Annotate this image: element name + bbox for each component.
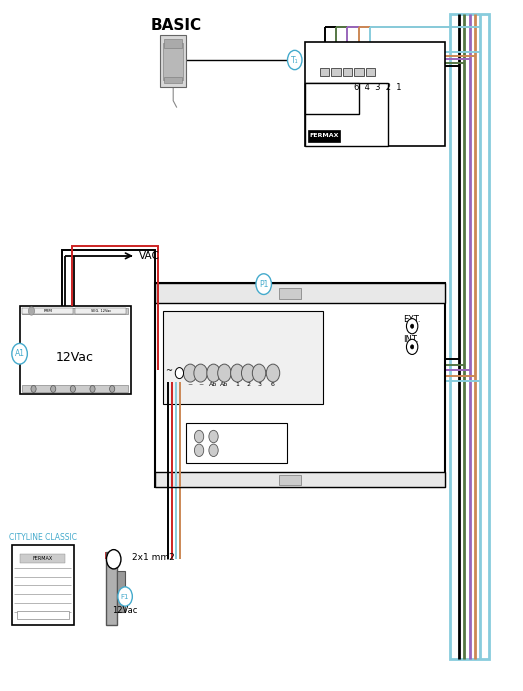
Bar <box>160 35 186 87</box>
Text: Ab: Ab <box>220 382 229 387</box>
Circle shape <box>252 364 266 382</box>
Circle shape <box>406 319 418 334</box>
Text: P1: P1 <box>259 280 268 289</box>
Circle shape <box>70 386 75 392</box>
Circle shape <box>209 430 218 443</box>
Circle shape <box>218 364 231 382</box>
Circle shape <box>195 430 204 443</box>
Circle shape <box>107 549 121 569</box>
Circle shape <box>28 307 35 315</box>
Bar <box>279 475 301 485</box>
Circle shape <box>118 587 132 606</box>
Bar <box>106 552 117 625</box>
Circle shape <box>411 324 414 328</box>
Text: 6  4  3  2  1: 6 4 3 2 1 <box>354 84 401 93</box>
Text: T₁: T₁ <box>291 55 299 64</box>
Bar <box>117 571 124 612</box>
Bar <box>75 307 126 314</box>
Bar <box>164 77 182 84</box>
Bar <box>12 545 74 625</box>
Bar <box>186 423 287 463</box>
Text: EXT.: EXT. <box>403 315 421 324</box>
Bar <box>450 15 488 659</box>
Bar <box>332 68 341 76</box>
Circle shape <box>256 274 271 294</box>
Text: Ab: Ab <box>209 382 218 387</box>
Bar <box>155 283 445 487</box>
Circle shape <box>12 343 27 364</box>
Bar <box>320 68 329 76</box>
Text: VAC: VAC <box>139 251 160 261</box>
Circle shape <box>184 364 197 382</box>
Bar <box>22 307 73 314</box>
Text: SEG. 12Vac: SEG. 12Vac <box>90 309 111 313</box>
Text: FERMAX: FERMAX <box>32 556 52 561</box>
Circle shape <box>209 444 218 457</box>
Text: 3: 3 <box>257 382 261 387</box>
Bar <box>343 68 352 76</box>
Circle shape <box>90 386 95 392</box>
Bar <box>366 68 375 76</box>
Bar <box>164 39 182 48</box>
Text: ~: ~ <box>198 382 203 387</box>
Circle shape <box>242 364 255 382</box>
Text: 6: 6 <box>271 382 275 387</box>
Circle shape <box>266 364 280 382</box>
Circle shape <box>288 50 302 70</box>
Text: F1: F1 <box>121 594 129 600</box>
Bar <box>354 68 363 76</box>
Circle shape <box>51 386 56 392</box>
Text: 2x1 mm2: 2x1 mm2 <box>132 553 175 562</box>
Bar <box>155 283 445 303</box>
Bar <box>22 307 128 314</box>
Text: ~: ~ <box>165 366 172 375</box>
Text: 2: 2 <box>246 382 250 387</box>
Circle shape <box>231 364 244 382</box>
Bar <box>305 84 388 146</box>
Bar <box>19 554 65 562</box>
Bar <box>163 44 183 80</box>
Bar <box>279 287 301 299</box>
Circle shape <box>194 364 207 382</box>
Circle shape <box>411 345 414 349</box>
Text: INT.: INT. <box>403 336 419 345</box>
Text: BASIC: BASIC <box>150 18 201 33</box>
Text: 1: 1 <box>235 382 239 387</box>
Bar <box>163 311 323 404</box>
Bar <box>305 84 359 115</box>
Circle shape <box>175 368 184 379</box>
Bar <box>308 130 340 142</box>
Text: 12Vac: 12Vac <box>112 606 138 615</box>
Text: PRM: PRM <box>43 309 52 313</box>
Circle shape <box>31 386 36 392</box>
Text: 12Vac: 12Vac <box>56 351 94 363</box>
Bar <box>305 42 445 146</box>
Circle shape <box>195 444 204 457</box>
Text: FERMAX: FERMAX <box>309 133 338 138</box>
Text: ~: ~ <box>188 382 193 387</box>
Bar <box>155 472 445 487</box>
Bar <box>17 611 69 619</box>
Circle shape <box>207 364 220 382</box>
Text: CITYLINE CLASSIC: CITYLINE CLASSIC <box>9 533 77 542</box>
Text: A1: A1 <box>15 349 25 358</box>
Bar <box>19 305 131 394</box>
Circle shape <box>110 386 115 392</box>
Bar <box>22 386 128 392</box>
Circle shape <box>406 339 418 354</box>
